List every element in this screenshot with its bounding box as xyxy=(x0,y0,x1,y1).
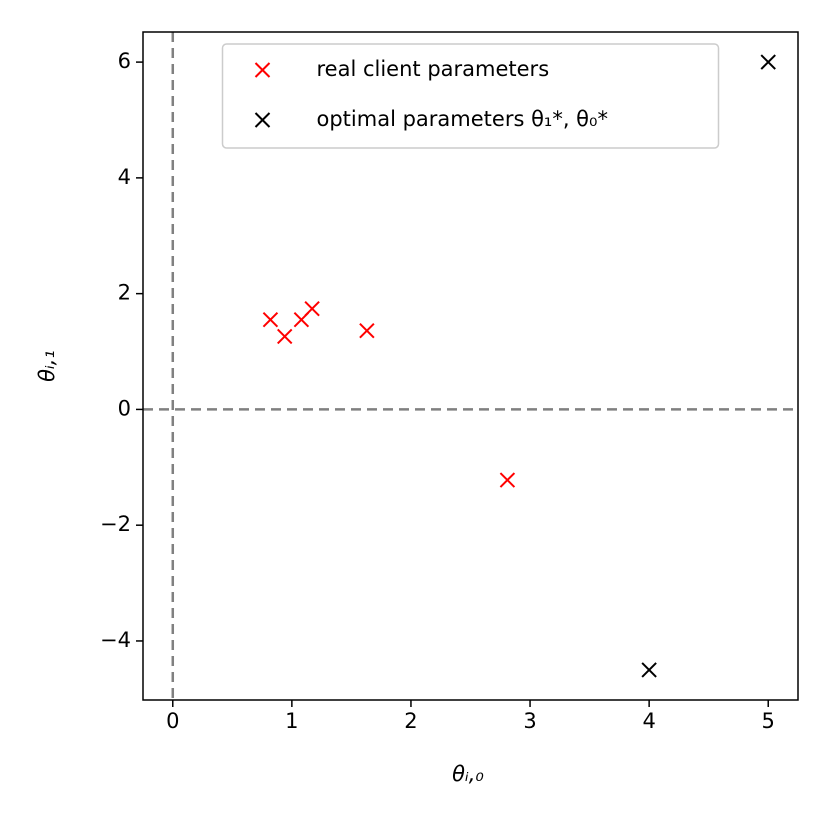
point xyxy=(359,322,375,339)
y-tick-label: −4 xyxy=(100,628,131,652)
x-tick-label: 1 xyxy=(285,709,298,733)
legend-label: real client parameters xyxy=(317,57,550,81)
x-tick-label: 5 xyxy=(762,709,775,733)
legend-marker xyxy=(254,112,271,128)
point xyxy=(499,472,516,488)
point xyxy=(262,311,279,328)
legend-label: optimal parameters θ₁*, θ₀* xyxy=(317,107,608,131)
x-tick-label: 2 xyxy=(404,709,417,733)
y-tick-label: 6 xyxy=(118,49,131,73)
x-tick-label: 3 xyxy=(523,709,536,733)
point xyxy=(641,662,657,678)
x-axis-label: θᵢ,₀ xyxy=(452,762,484,786)
y-tick-label: 4 xyxy=(118,165,131,189)
y-tick-label: −2 xyxy=(100,512,131,536)
plot-frame xyxy=(142,31,799,701)
x-tick-label: 4 xyxy=(642,709,655,733)
y-tick-label: 2 xyxy=(118,281,131,305)
point xyxy=(304,300,320,317)
x-tick-label: 0 xyxy=(166,709,179,733)
point xyxy=(760,54,776,70)
legend-marker xyxy=(254,62,271,78)
point xyxy=(277,328,293,345)
y-tick-label: 0 xyxy=(118,396,131,420)
y-axis-label: θᵢ,₁ xyxy=(35,350,59,382)
legend-box xyxy=(221,43,720,149)
